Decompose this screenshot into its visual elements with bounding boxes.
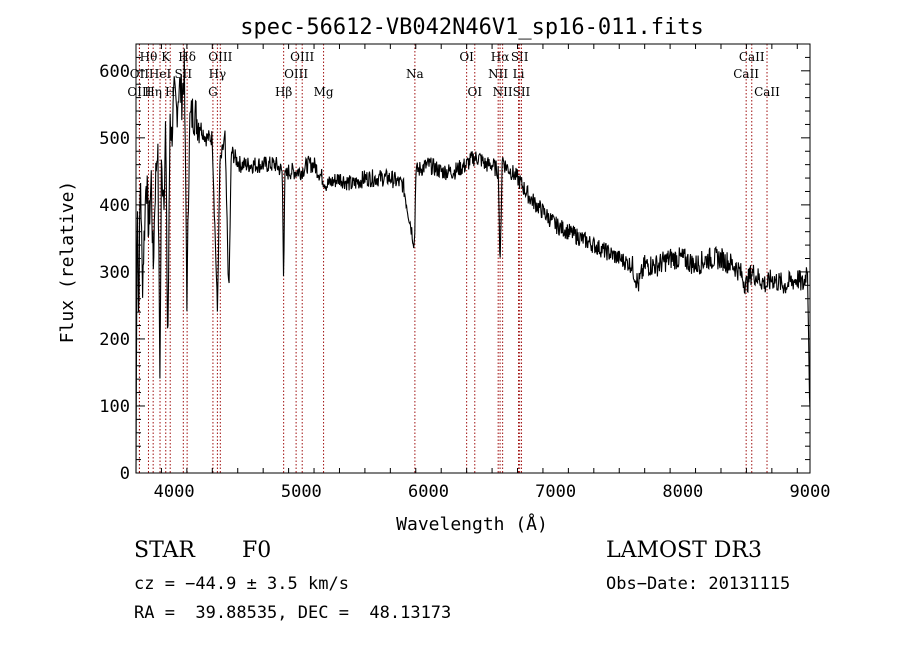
line-label: OI [467, 85, 482, 99]
line-label: HeI [149, 67, 172, 81]
redshift-text: cz = −44.9 ± 3.5 km/s [134, 574, 349, 594]
chart-title: spec-56612-VB042N46V1_sp16-011.fits [240, 15, 704, 40]
spectrum-layer [135, 48, 811, 474]
line-label: OIII [127, 85, 151, 99]
x-tick-label: 9000 [790, 482, 831, 502]
line-label: Na [406, 67, 424, 81]
y-tick-label: 0 [120, 464, 130, 484]
radec-text: RA = 39.88535, DEC = 48.13173 [134, 603, 452, 623]
line-label: CaII [739, 50, 765, 64]
line-label: Mg [314, 85, 334, 99]
line-label: NII [488, 67, 508, 81]
survey-name: LAMOST DR3 [606, 538, 762, 563]
x-tick-label: 6000 [408, 482, 449, 502]
y-tick-label: 400 [99, 196, 130, 216]
line-label: NII [493, 85, 513, 99]
line-label: CaII [754, 85, 780, 99]
line-label: SII [513, 85, 531, 99]
x-tick-label: 4000 [154, 482, 195, 502]
object-class: STAR [134, 538, 195, 563]
line-label: OI [459, 50, 474, 64]
line-label: Hθ [140, 50, 158, 64]
x-tick-label: 7000 [535, 482, 576, 502]
line-label: K [161, 50, 171, 64]
spectrum-line [135, 48, 811, 474]
line-label: OIII [290, 50, 314, 64]
line-label: OIII [208, 50, 232, 64]
object-subclass: F0 [242, 538, 272, 563]
line-label: Hη [144, 85, 162, 99]
y-tick-label: 100 [99, 397, 130, 417]
x-tick-label: 8000 [662, 482, 703, 502]
y-axis-label: Flux (relative) [57, 181, 78, 344]
y-tick-label: 600 [99, 62, 130, 82]
line-label: SII [174, 67, 192, 81]
y-tick-label: 200 [99, 330, 130, 350]
y-tick-label: 500 [99, 129, 130, 149]
obs-date-text: Obs−Date: 20131115 [606, 574, 791, 594]
line-label: CaII [733, 67, 759, 81]
line-label: Hβ [275, 85, 292, 99]
x-axis-label: Wavelength (Å) [396, 513, 548, 535]
line-label: H [165, 85, 175, 99]
line-label: SII [511, 50, 529, 64]
line-label: Hγ [209, 67, 227, 81]
y-tick-label: 300 [99, 263, 130, 283]
x-tick-label: 5000 [281, 482, 322, 502]
axes-layer: 4000 5000 6000 7000 8000 9000 0 100 200 300 400 500… [99, 43, 831, 502]
line-label: OIII [284, 67, 308, 81]
line-label: Li [513, 67, 525, 81]
line-label: Hδ [178, 50, 196, 64]
line-label: G [208, 85, 218, 99]
line-label: Hα [491, 50, 510, 64]
